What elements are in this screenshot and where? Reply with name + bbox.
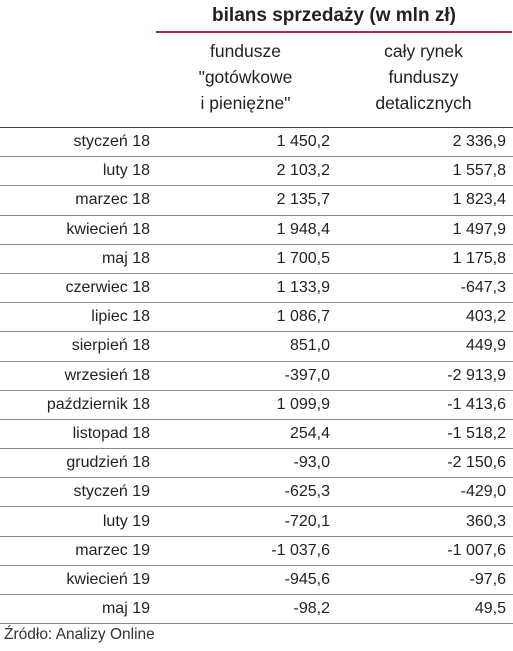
retail-market-value-cell: 1 175,8 (452, 249, 506, 267)
table-row: styczeń 19 -625,3 -429,0 (0, 478, 513, 508)
funds-cash-value-cell: 851,0 (289, 337, 330, 355)
column-header-line: detalicznych (375, 93, 472, 113)
funds-cash-value-cell: 254,4 (289, 424, 330, 442)
retail-market-value-cell: 1 557,8 (452, 162, 506, 180)
month-cell: styczeń 18 (73, 133, 150, 151)
column-header-line: i pieniężne" (200, 93, 291, 113)
table-row: luty 19 -720,1 360,3 (0, 507, 513, 537)
table-row: marzec 18 2 135,7 1 823,4 (0, 186, 513, 216)
month-cell: listopad 18 (72, 424, 150, 442)
table-row: kwiecień 18 1 948,4 1 497,9 (0, 216, 513, 245)
funds-cash-value-cell: -625,3 (284, 483, 330, 501)
month-cell: luty 19 (102, 512, 150, 530)
retail-market-value-cell: 403,2 (465, 308, 506, 326)
retail-market-value-cell: -647,3 (460, 279, 506, 297)
month-cell: maj 18 (101, 249, 150, 267)
month-cell: lipiec 18 (91, 308, 150, 326)
funds-cash-value-cell: 1 450,2 (276, 133, 330, 151)
retail-market-value-cell: -1 413,6 (447, 395, 506, 413)
month-cell: sierpień 18 (71, 337, 150, 355)
source-note: Źródło: Analizy Online (4, 626, 155, 643)
retail-market-value-cell: 1 823,4 (452, 191, 506, 209)
retail-market-value-cell: 360,3 (465, 512, 506, 530)
month-cell: marzec 18 (75, 191, 150, 209)
month-cell: kwiecień 18 (66, 220, 150, 238)
column-header-funds-cash-money: fundusze "gotówkowe i pieniężne" (158, 38, 333, 124)
column-header-line: cały rynek (384, 41, 463, 61)
retail-market-value-cell: -429,0 (460, 483, 506, 501)
month-cell: styczeń 19 (73, 483, 150, 501)
retail-market-value-cell: -2 913,9 (447, 366, 506, 384)
table-row: marzec 19 -1 037,6 -1 007,6 (0, 537, 513, 566)
table-row: sierpień 18 851,0 449,9 (0, 332, 513, 362)
month-cell: czerwiec 18 (65, 279, 150, 297)
table-row: listopad 18 254,4 -1 518,2 (0, 420, 513, 450)
funds-cash-value-cell: -945,6 (284, 570, 330, 588)
month-cell: październik 18 (46, 395, 150, 413)
month-cell: marzec 19 (75, 541, 150, 559)
funds-cash-value-cell: -93,0 (293, 454, 330, 472)
month-cell: kwiecień 19 (66, 570, 150, 588)
table-row: maj 18 1 700,5 1 175,8 (0, 245, 513, 274)
table-row: maj 19 -98,2 49,5 (0, 595, 513, 625)
table-row: luty 18 2 103,2 1 557,8 (0, 157, 513, 187)
table-row: wrzesień 18 -397,0 -2 913,9 (0, 362, 513, 391)
retail-market-value-cell: -1 007,6 (447, 541, 506, 559)
column-header-line: funduszy (388, 67, 459, 87)
column-header-line: "gotówkowe (198, 67, 293, 87)
table-row: kwiecień 19 -945,6 -97,6 (0, 566, 513, 595)
funds-cash-value-cell: -397,0 (284, 366, 330, 384)
retail-market-value-cell: -2 150,6 (447, 454, 506, 472)
retail-market-value-cell: 2 336,9 (452, 133, 506, 151)
funds-cash-value-cell: 1 133,9 (276, 279, 330, 297)
funds-cash-value-cell: 1 700,5 (276, 249, 330, 267)
retail-market-value-cell: 449,9 (465, 337, 506, 355)
funds-cash-value-cell: -720,1 (284, 512, 330, 530)
table-row: grudzień 18 -93,0 -2 150,6 (0, 449, 513, 479)
funds-cash-value-cell: 1 086,7 (276, 308, 330, 326)
month-cell: maj 19 (101, 600, 150, 618)
funds-cash-value-cell: -1 037,6 (271, 541, 330, 559)
column-header-line: fundusze (209, 41, 282, 61)
group-title-rule (156, 31, 512, 33)
funds-cash-value-cell: 1 948,4 (276, 220, 330, 238)
funds-cash-value-cell: -98,2 (293, 600, 330, 618)
retail-market-value-cell: 1 497,9 (452, 220, 506, 238)
table-row: październik 18 1 099,9 -1 413,6 (0, 391, 513, 420)
sales-balance-table: styczeń 18 1 450,2 2 336,9 luty 18 2 103,2 1 … (0, 127, 513, 625)
funds-cash-value-cell: 2 135,7 (276, 191, 330, 209)
funds-cash-value-cell: 2 103,2 (276, 162, 330, 180)
retail-market-value-cell: 49,5 (474, 600, 506, 618)
month-cell: wrzesień 18 (64, 366, 150, 384)
funds-cash-value-cell: 1 099,9 (276, 395, 330, 413)
table-row: czerwiec 18 1 133,9 -647,3 (0, 274, 513, 304)
retail-market-value-cell: -1 518,2 (447, 424, 506, 442)
month-cell: luty 18 (102, 162, 150, 180)
table-row: styczeń 18 1 450,2 2 336,9 (0, 128, 513, 158)
retail-market-value-cell: -97,6 (469, 570, 506, 588)
column-header-whole-retail-market: cały rynek funduszy detalicznych (336, 38, 511, 124)
group-title: bilans sprzedaży (w mln zł) (212, 5, 456, 26)
table-row: lipiec 18 1 086,7 403,2 (0, 303, 513, 333)
month-cell: grudzień 18 (66, 454, 150, 472)
